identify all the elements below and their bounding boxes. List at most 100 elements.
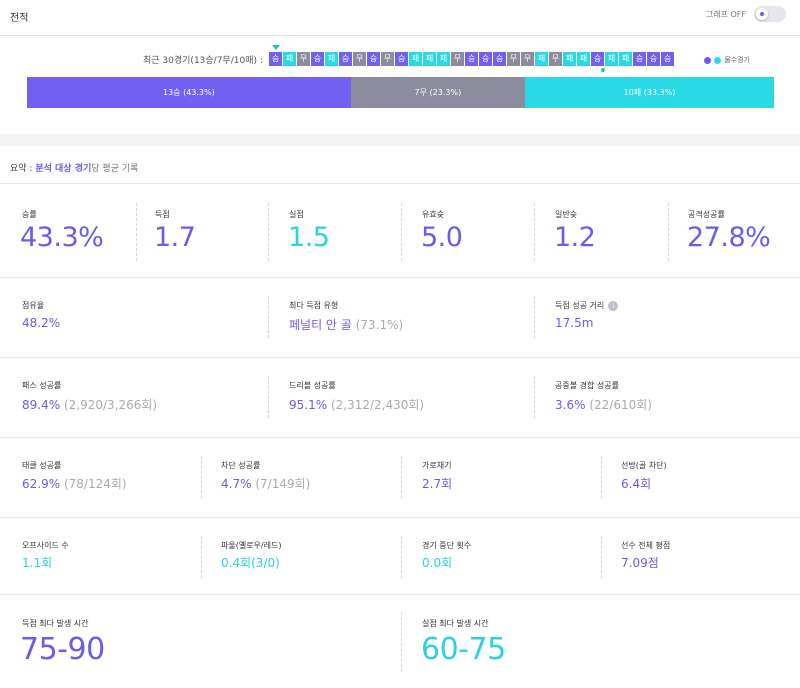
column-divider — [601, 536, 602, 578]
column-divider — [201, 536, 202, 578]
divider — [0, 357, 800, 358]
stat-value: 7.09점 — [621, 556, 659, 570]
result-badge[interactable]: 승 — [269, 52, 282, 66]
result-badge[interactable]: 무 — [381, 52, 394, 66]
result-badge[interactable]: 승 — [661, 52, 674, 66]
stat-value: 48.2% — [22, 316, 61, 330]
divider — [0, 517, 800, 518]
stat-value-group: 3.6% (22/610회) — [555, 396, 652, 413]
stat-value: 27.8% — [687, 222, 771, 253]
stat-label: 차단 성공률 — [221, 461, 261, 470]
stat-label: 경기 중단 횟수 — [422, 541, 472, 550]
result-badge[interactable]: 승 — [647, 52, 660, 66]
result-badge[interactable]: 승 — [367, 52, 380, 66]
result-badge[interactable]: 패 — [619, 52, 632, 66]
stat-value: 62.9% — [22, 477, 61, 491]
result-badge[interactable]: 무 — [353, 52, 366, 66]
result-badge[interactable]: 패 — [437, 52, 450, 66]
stat-value: 95.1% — [289, 398, 328, 412]
stat-label: 득점 성공 거리 — [555, 301, 605, 310]
legend-dot-purple — [704, 56, 712, 64]
stat-label: 오프사이드 수 — [22, 541, 69, 550]
info-icon[interactable]: i — [608, 300, 619, 311]
stat-label: 유효슛 — [422, 210, 445, 219]
stat-value: 17.5m — [555, 316, 594, 330]
result-badge[interactable]: 무 — [521, 52, 534, 66]
result-badge[interactable]: 패 — [283, 52, 296, 66]
legend: 물수경기 — [704, 55, 750, 65]
stat-label: 선방(골 차단) — [621, 461, 667, 470]
stat-value: 43.3% — [20, 222, 104, 253]
stat-label: 선수 전체 평점 — [621, 541, 671, 550]
stat-value-group: 89.4% (2,920/3,266회) — [22, 396, 157, 413]
result-badge[interactable]: 패 — [325, 52, 338, 66]
column-divider — [668, 203, 669, 261]
stat-label: 최다 득점 유형 — [289, 301, 339, 310]
column-divider — [401, 536, 402, 578]
special-game-marker — [601, 68, 605, 72]
result-badge[interactable]: 패 — [409, 52, 422, 66]
stat-sub: (2,312/2,430회) — [330, 398, 425, 412]
recent-games-label: 최근 30경기(13승/7무/10패) : — [143, 56, 263, 66]
stat-value: 89.4% — [22, 398, 61, 412]
stat-sub: (7/149회) — [255, 477, 311, 491]
result-badge[interactable]: 승 — [479, 52, 492, 66]
stat-value: 4.7% — [221, 477, 252, 491]
result-badge[interactable]: 무 — [507, 52, 520, 66]
stat-sub: (22/610회) — [589, 398, 652, 412]
summary-title: 요약 : 분석 대상 경기당 평균 기록 — [10, 161, 138, 174]
stat-label: 공중볼 경합 성공률 — [555, 381, 619, 390]
stat-label: 공격성공률 — [688, 210, 725, 219]
result-badge[interactable]: 무 — [451, 52, 464, 66]
result-badge[interactable]: 승 — [395, 52, 408, 66]
legend-label: 물수경기 — [724, 56, 750, 64]
result-badge[interactable]: 승 — [339, 52, 352, 66]
result-badge[interactable]: 무 — [297, 52, 310, 66]
result-badge[interactable]: 패 — [605, 52, 618, 66]
stat-value-group: 4.7% (7/149회) — [221, 475, 310, 492]
stat-sub: (2,920/3,266회) — [63, 398, 158, 412]
summary-highlight: 분석 대상 경기 — [35, 164, 92, 174]
result-badge[interactable]: 승 — [311, 52, 324, 66]
result-badge[interactable]: 무 — [549, 52, 562, 66]
column-divider — [201, 456, 202, 498]
stat-label: 드리블 성공률 — [289, 381, 336, 390]
result-badge[interactable]: 패 — [423, 52, 436, 66]
stat-value: 75-90 — [20, 632, 105, 667]
result-badge[interactable]: 승 — [493, 52, 506, 66]
divider — [0, 277, 800, 278]
stat-value: 0.0회 — [422, 556, 453, 570]
stat-label: 가로채기 — [422, 461, 452, 470]
result-badge[interactable]: 승 — [633, 52, 646, 66]
result-badge[interactable]: 승 — [591, 52, 604, 66]
column-divider — [401, 612, 402, 672]
stat-value-group: 페널티 안 골 (73.1%) — [289, 316, 403, 333]
column-divider — [534, 203, 535, 261]
section-title: 전적 — [10, 13, 29, 24]
divider — [0, 437, 800, 438]
stat-value: 6.4회 — [621, 477, 652, 491]
section-gap — [0, 134, 800, 146]
column-divider — [268, 376, 269, 418]
result-badge[interactable]: 패 — [563, 52, 576, 66]
stat-label: 태클 성공률 — [22, 461, 62, 470]
stat-value-group: 95.1% (2,312/2,430회) — [289, 396, 424, 413]
stat-value: 60-75 — [421, 632, 506, 667]
result-badge[interactable]: 승 — [465, 52, 478, 66]
column-divider — [136, 203, 137, 261]
stat-label: 득점 최다 발생 시간 — [22, 619, 89, 628]
legend-dot-cyan — [714, 56, 722, 64]
graph-toggle-group: 그래프 OFF — [706, 6, 786, 22]
result-badge[interactable]: 패 — [577, 52, 590, 66]
result-badge[interactable]: 패 — [535, 52, 548, 66]
summary-prefix: 요약 : — [10, 164, 36, 174]
stat-value: 5.0 — [421, 222, 463, 253]
stat-label: 실점 최다 발생 시간 — [422, 619, 489, 628]
graph-toggle-label: 그래프 OFF — [705, 9, 746, 19]
graph-toggle[interactable] — [754, 6, 786, 22]
stat-value: 1.2 — [554, 222, 596, 253]
result-ratio-bar: 13승 (43.3%) 7무 (23.3%) 10패 (33.3%) — [27, 77, 774, 108]
column-divider — [534, 296, 535, 338]
stat-sub: (73.1%) — [355, 318, 404, 332]
